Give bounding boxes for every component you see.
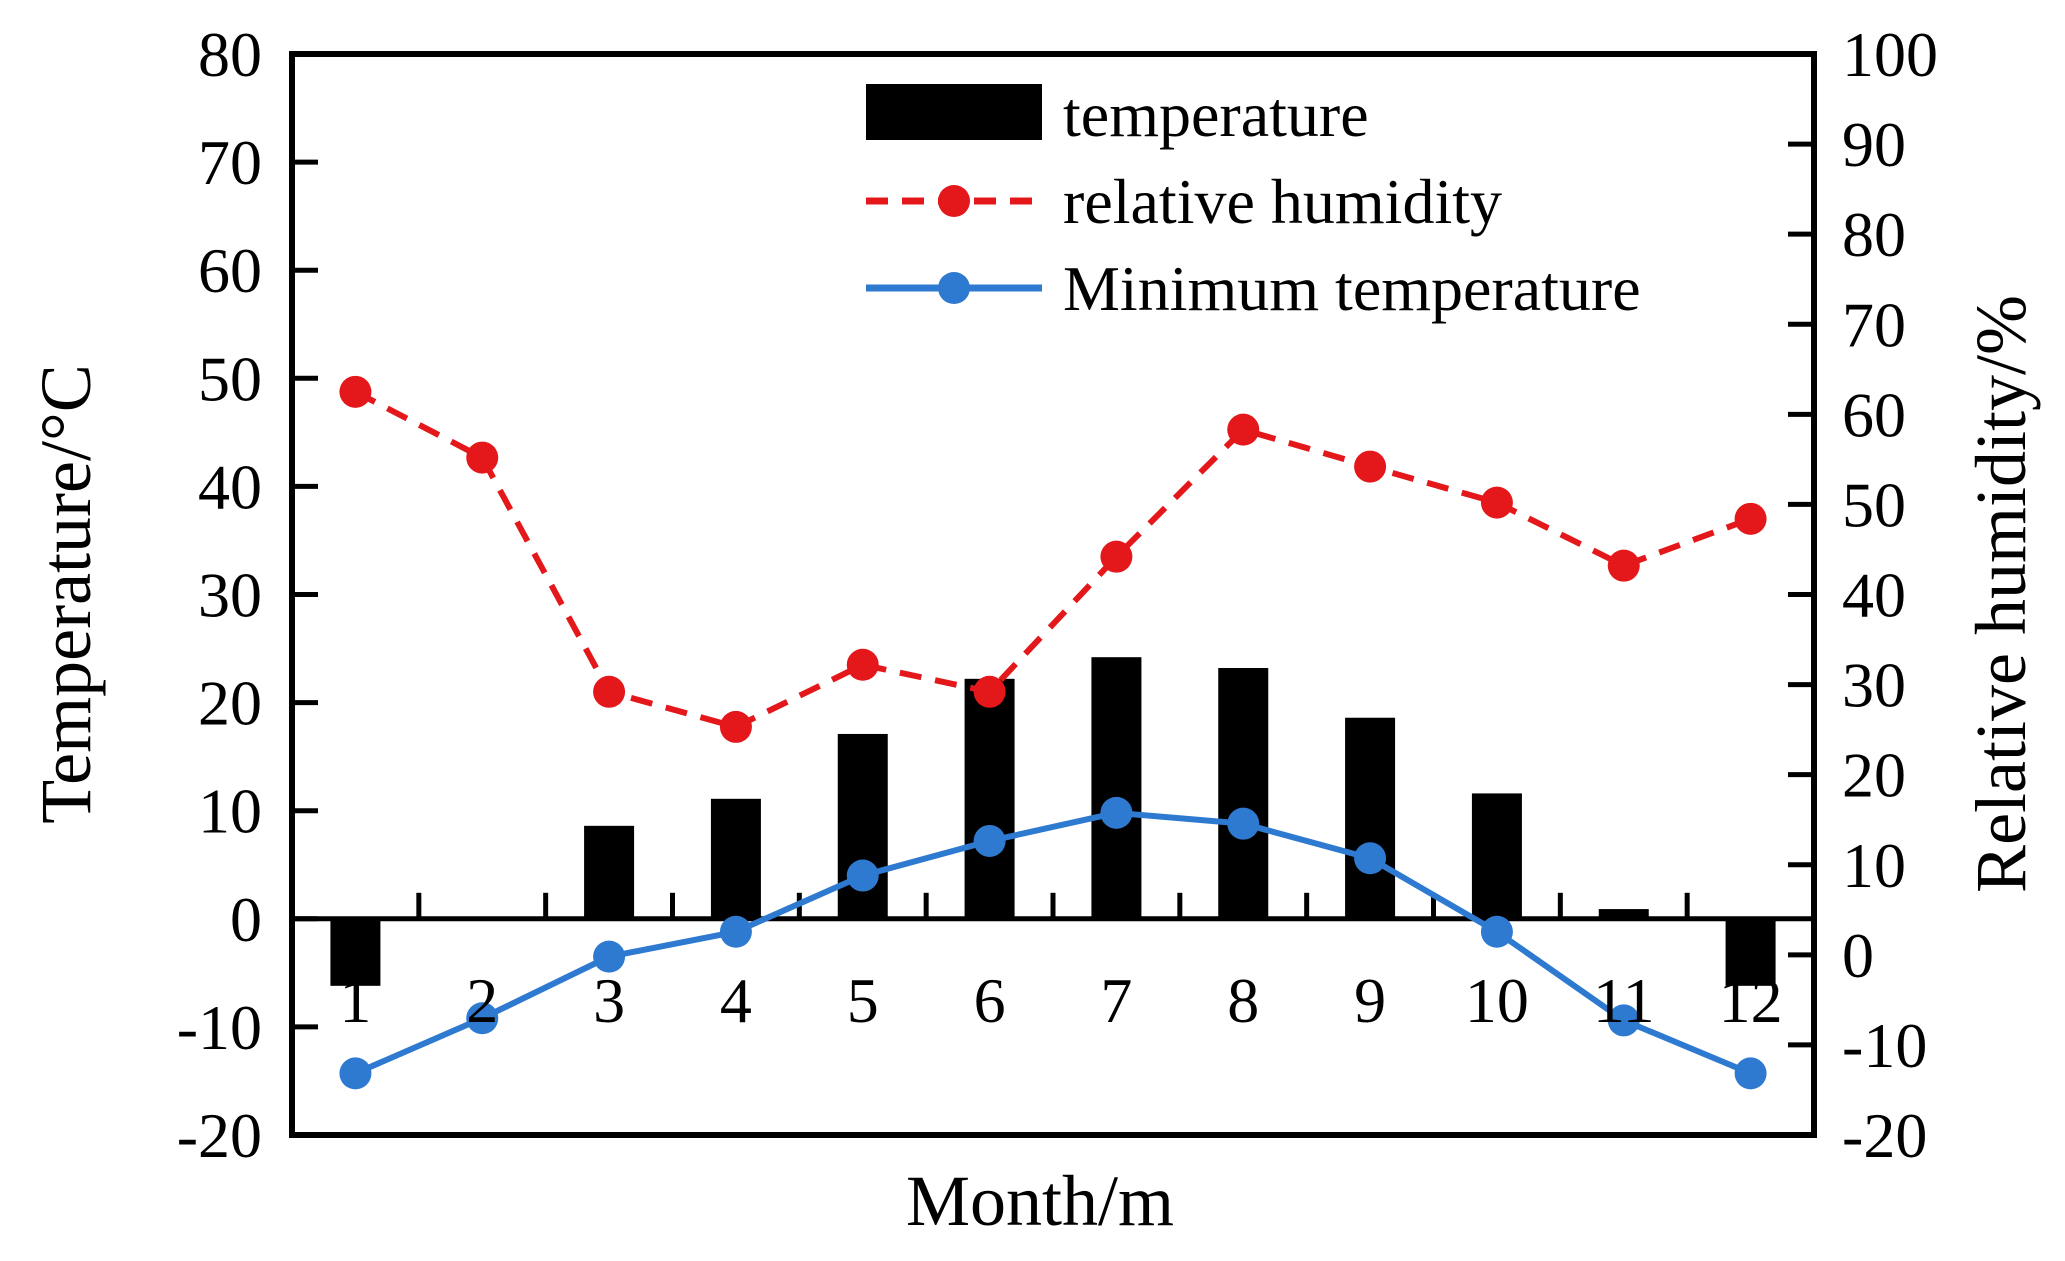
bar-month-9	[1345, 717, 1396, 919]
point-relative-humidity-month-4	[719, 710, 752, 743]
y-tick-label-left: 30	[198, 560, 262, 631]
y-tick-label-right: 20	[1842, 740, 1906, 811]
y-tick-label-right: 0	[1842, 920, 1874, 991]
series-line-relative-humidity	[354, 389, 1752, 730]
x-tick-label: 2	[466, 965, 498, 1036]
y-tick-label-left: 50	[198, 343, 262, 414]
point-minimum-temperature-month-1	[339, 1057, 372, 1090]
y-tick-label-right: 40	[1842, 560, 1906, 631]
point-minimum-temperature-month-12	[1734, 1057, 1767, 1090]
bar-month-4	[710, 798, 761, 919]
x-tick-label: 9	[1354, 965, 1386, 1036]
legend-label-temperature: temperature	[1063, 79, 1369, 150]
point-minimum-temperature-month-11	[1607, 1004, 1640, 1037]
point-minimum-temperature-month-8	[1227, 807, 1260, 840]
x-tick-label: 12	[1719, 965, 1783, 1036]
bars-layer	[330, 657, 1776, 986]
bar-month-1	[330, 918, 381, 986]
y-tick-label-right: 70	[1842, 289, 1906, 360]
y-tick-label-left: 10	[198, 776, 262, 847]
y-tick-label-right: 50	[1842, 469, 1906, 540]
lines-layer	[339, 375, 1767, 1090]
y-tick-label-left: 80	[198, 19, 262, 90]
y-tick-label-right: 60	[1842, 379, 1906, 450]
x-tick-label: 3	[593, 965, 625, 1036]
y-tick-label-right: -10	[1842, 1010, 1927, 1081]
y-tick-label-left: -10	[177, 992, 262, 1063]
y-tick-label-right: 80	[1842, 199, 1906, 270]
bar-month-7	[1091, 657, 1142, 919]
point-relative-humidity-month-5	[846, 648, 879, 681]
y-tick-label-left: 0	[230, 884, 262, 955]
bar-month-6	[964, 678, 1015, 919]
x-tick-label: 11	[1593, 965, 1655, 1036]
point-relative-humidity-month-2	[466, 441, 499, 474]
x-tick-label: 8	[1227, 965, 1259, 1036]
y-tick-label-left: 40	[198, 451, 262, 522]
x-tick-label: 5	[847, 965, 879, 1036]
point-relative-humidity-month-10	[1480, 486, 1513, 519]
x-axis: 1 2 3 4 5 6 7 8 9 10 11 12	[339, 965, 1782, 1036]
point-relative-humidity-month-8	[1227, 413, 1260, 446]
x-tick-label: 10	[1465, 965, 1529, 1036]
legend-marker-relative-humidity	[938, 185, 970, 217]
bar-month-12	[1725, 918, 1776, 986]
legend-label-relative-humidity: relative humidity	[1063, 166, 1502, 237]
left-axis: 80 70 60 50 40 30 20 10 0 -10 -20	[177, 19, 318, 1171]
x-tick-label: 7	[1100, 965, 1132, 1036]
point-minimum-temperature-month-7	[1100, 796, 1133, 829]
legend-label-minimum-temperature: Minimum temperature	[1063, 253, 1641, 324]
y-tick-label-right: 30	[1842, 650, 1906, 721]
zero-line-layer	[292, 892, 1814, 922]
bar-month-11	[1598, 909, 1649, 919]
y-tick-label-right: 100	[1842, 19, 1938, 90]
point-minimum-temperature-month-5	[846, 859, 879, 892]
x-tick-label: 4	[720, 965, 752, 1036]
y-axis-title-left: Temperature/°C	[26, 364, 106, 824]
x-axis-title: Month/m	[906, 1161, 1174, 1241]
plot-frame	[289, 51, 1817, 1138]
point-relative-humidity-month-6	[973, 675, 1006, 708]
point-relative-humidity-month-11	[1607, 549, 1640, 582]
point-minimum-temperature-month-2	[466, 1002, 499, 1035]
point-relative-humidity-month-9	[1354, 450, 1387, 483]
legend-marker-minimum-temperature	[938, 272, 970, 304]
point-relative-humidity-month-1	[339, 375, 372, 408]
point-relative-humidity-month-7	[1100, 540, 1133, 573]
point-minimum-temperature-month-4	[719, 915, 752, 948]
y-tick-label-right: 10	[1842, 830, 1906, 901]
bar-month-10	[1471, 793, 1522, 919]
legend-item-relative-humidity: relative humidity	[866, 166, 1502, 237]
point-minimum-temperature-month-10	[1480, 915, 1513, 948]
legend-item-temperature: temperature	[866, 79, 1369, 150]
y-tick-label-left: 60	[198, 235, 262, 306]
series-line-minimum-temperature	[354, 809, 1752, 1077]
y-tick-label-left: 20	[198, 668, 262, 739]
legend-swatch-temperature	[866, 84, 1042, 140]
legend: temperature relative humidity Minimum te…	[866, 79, 1641, 324]
x-tick-label: 1	[339, 965, 371, 1036]
point-minimum-temperature-month-9	[1354, 842, 1387, 875]
x-tick-label: 6	[974, 965, 1006, 1036]
point-minimum-temperature-month-3	[593, 940, 626, 973]
y-tick-label-left: 70	[198, 127, 262, 198]
point-relative-humidity-month-12	[1734, 502, 1767, 535]
point-relative-humidity-month-3	[593, 675, 626, 708]
y-axis-title-right: Relative humidity/%	[1961, 295, 2041, 893]
y-tick-label-right: 90	[1842, 109, 1906, 180]
legend-item-minimum-temperature: Minimum temperature	[866, 253, 1641, 324]
bar-month-3	[584, 825, 635, 919]
bar-month-8	[1218, 668, 1269, 919]
point-minimum-temperature-month-6	[973, 824, 1006, 857]
y-tick-label-right: -20	[1842, 1100, 1927, 1171]
y-tick-label-left: -20	[177, 1100, 262, 1171]
